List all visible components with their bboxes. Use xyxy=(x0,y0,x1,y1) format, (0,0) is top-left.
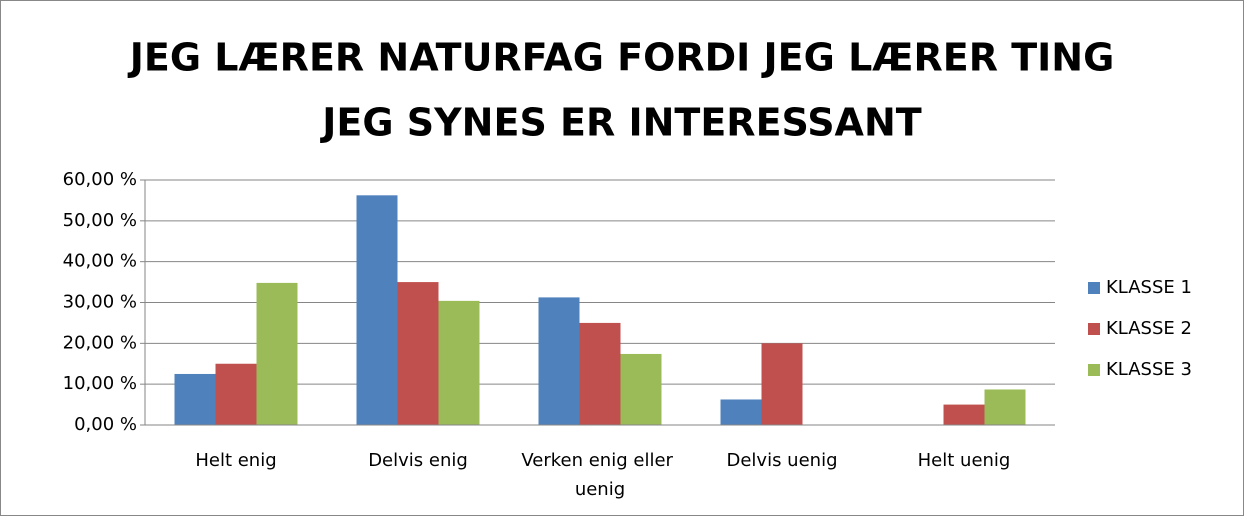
bar xyxy=(943,404,985,425)
bar xyxy=(984,389,1026,425)
bar xyxy=(356,195,398,425)
bar xyxy=(438,300,480,425)
legend-swatch xyxy=(1088,323,1100,335)
x-tick-label: Helt uenig xyxy=(918,450,1011,471)
x-tick-label: Delvis enig xyxy=(368,450,468,471)
bar xyxy=(720,399,762,425)
bar xyxy=(620,353,662,425)
legend-label: KLASSE 3 xyxy=(1106,359,1192,380)
bar xyxy=(256,282,298,425)
chart-title: JEG LÆRER NATURFAG FORDI JEG LÆRER TING xyxy=(127,36,1115,80)
y-tick-label: 30,00 % xyxy=(63,292,137,313)
bar xyxy=(174,373,216,425)
y-tick-label: 60,00 % xyxy=(63,169,137,190)
bar xyxy=(397,282,439,425)
bar xyxy=(215,363,257,425)
x-tick-label: Verken enig eller uenig xyxy=(521,450,678,500)
bar xyxy=(761,343,803,425)
y-tick-label: 50,00 % xyxy=(63,210,137,231)
y-tick-label: 0,00 % xyxy=(74,414,137,435)
x-tick-label: Delvis uenig xyxy=(726,450,837,471)
legend-label: KLASSE 2 xyxy=(1106,318,1192,339)
legend-swatch xyxy=(1088,364,1100,376)
y-tick-label: 10,00 % xyxy=(63,373,137,394)
bar xyxy=(538,297,580,425)
y-tick-label: 40,00 % xyxy=(63,251,137,272)
chart-title: JEG SYNES ER INTERESSANT xyxy=(319,101,921,145)
y-tick-label: 20,00 % xyxy=(63,332,137,353)
x-tick-label: Helt enig xyxy=(195,450,276,471)
legend-swatch xyxy=(1088,282,1100,294)
bar xyxy=(579,322,621,425)
legend-label: KLASSE 1 xyxy=(1106,277,1192,298)
